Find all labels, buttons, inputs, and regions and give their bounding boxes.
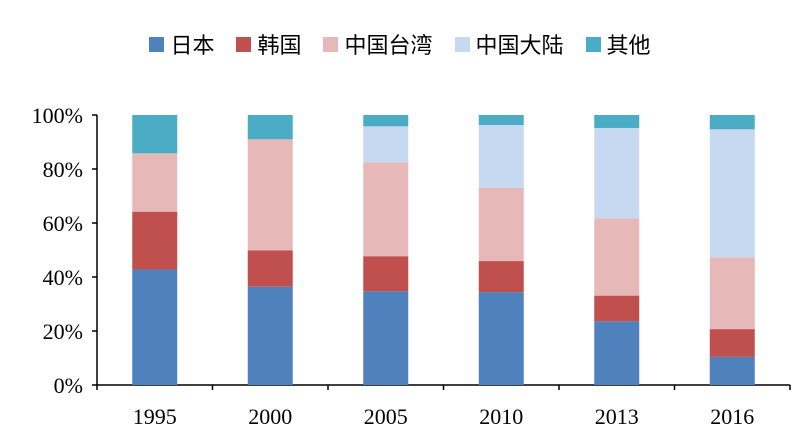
bar-segment bbox=[478, 124, 524, 188]
bar-segment bbox=[709, 329, 755, 357]
bar-segment bbox=[709, 356, 755, 385]
legend-item: 中国大陆 bbox=[454, 28, 564, 60]
bar-segment bbox=[363, 115, 409, 127]
legend-swatch bbox=[149, 36, 165, 52]
x-tick-label: 2000 bbox=[248, 404, 292, 429]
bar-segment bbox=[132, 153, 178, 212]
bar-segment bbox=[363, 162, 409, 257]
bar-segment bbox=[247, 250, 293, 287]
y-tick-label: 20% bbox=[43, 319, 83, 344]
legend-swatch bbox=[236, 36, 252, 52]
bar-segment bbox=[363, 126, 409, 163]
bar-segment bbox=[709, 257, 755, 330]
legend-label: 韩国 bbox=[257, 34, 302, 59]
bar-segment bbox=[594, 127, 640, 219]
bar-segment bbox=[709, 129, 755, 258]
legend-swatch bbox=[585, 36, 601, 52]
x-tick-label: 2013 bbox=[595, 404, 639, 429]
bar-segment bbox=[478, 292, 524, 385]
y-tick-label: 100% bbox=[32, 103, 83, 128]
bar-segment bbox=[247, 139, 293, 251]
bar-segment bbox=[363, 256, 409, 292]
bar-segment bbox=[594, 218, 640, 296]
bar-segment bbox=[132, 115, 178, 154]
legend-label: 其他 bbox=[606, 34, 651, 59]
legend-item: 其他 bbox=[585, 28, 651, 60]
y-tick-label: 80% bbox=[43, 157, 83, 182]
legend-item: 中国台湾 bbox=[323, 28, 433, 60]
x-tick-label: 1995 bbox=[133, 404, 177, 429]
x-tick-label: 2010 bbox=[479, 404, 523, 429]
y-tick-label: 40% bbox=[43, 265, 83, 290]
bar-segment bbox=[132, 211, 178, 270]
x-tick-label: 2005 bbox=[364, 404, 408, 429]
bar-segment bbox=[478, 115, 524, 125]
y-tick-label: 0% bbox=[54, 373, 83, 398]
legend-label: 中国大陆 bbox=[475, 34, 564, 59]
legend-swatch bbox=[323, 36, 339, 52]
bar-segment bbox=[478, 261, 524, 293]
legend-swatch bbox=[454, 36, 470, 52]
x-tick-label: 2016 bbox=[710, 404, 754, 429]
bar-segment bbox=[478, 187, 524, 262]
legend-label: 中国台湾 bbox=[344, 34, 433, 59]
y-tick-label: 60% bbox=[43, 211, 83, 236]
bar-segment bbox=[594, 115, 640, 128]
bar-segment bbox=[363, 291, 409, 385]
bar-segment bbox=[594, 321, 640, 385]
bar-segment bbox=[247, 286, 293, 385]
bar-segment bbox=[709, 115, 755, 130]
bar-segment bbox=[132, 269, 178, 385]
legend-item: 韩国 bbox=[236, 28, 301, 60]
bar-segment bbox=[247, 115, 293, 140]
legend-label: 日本 bbox=[170, 34, 215, 59]
bar-segment bbox=[594, 295, 640, 322]
legend: 日本 韩国 中国台湾 中国大陆 其他 bbox=[0, 28, 800, 60]
legend-item: 日本 bbox=[149, 28, 214, 60]
